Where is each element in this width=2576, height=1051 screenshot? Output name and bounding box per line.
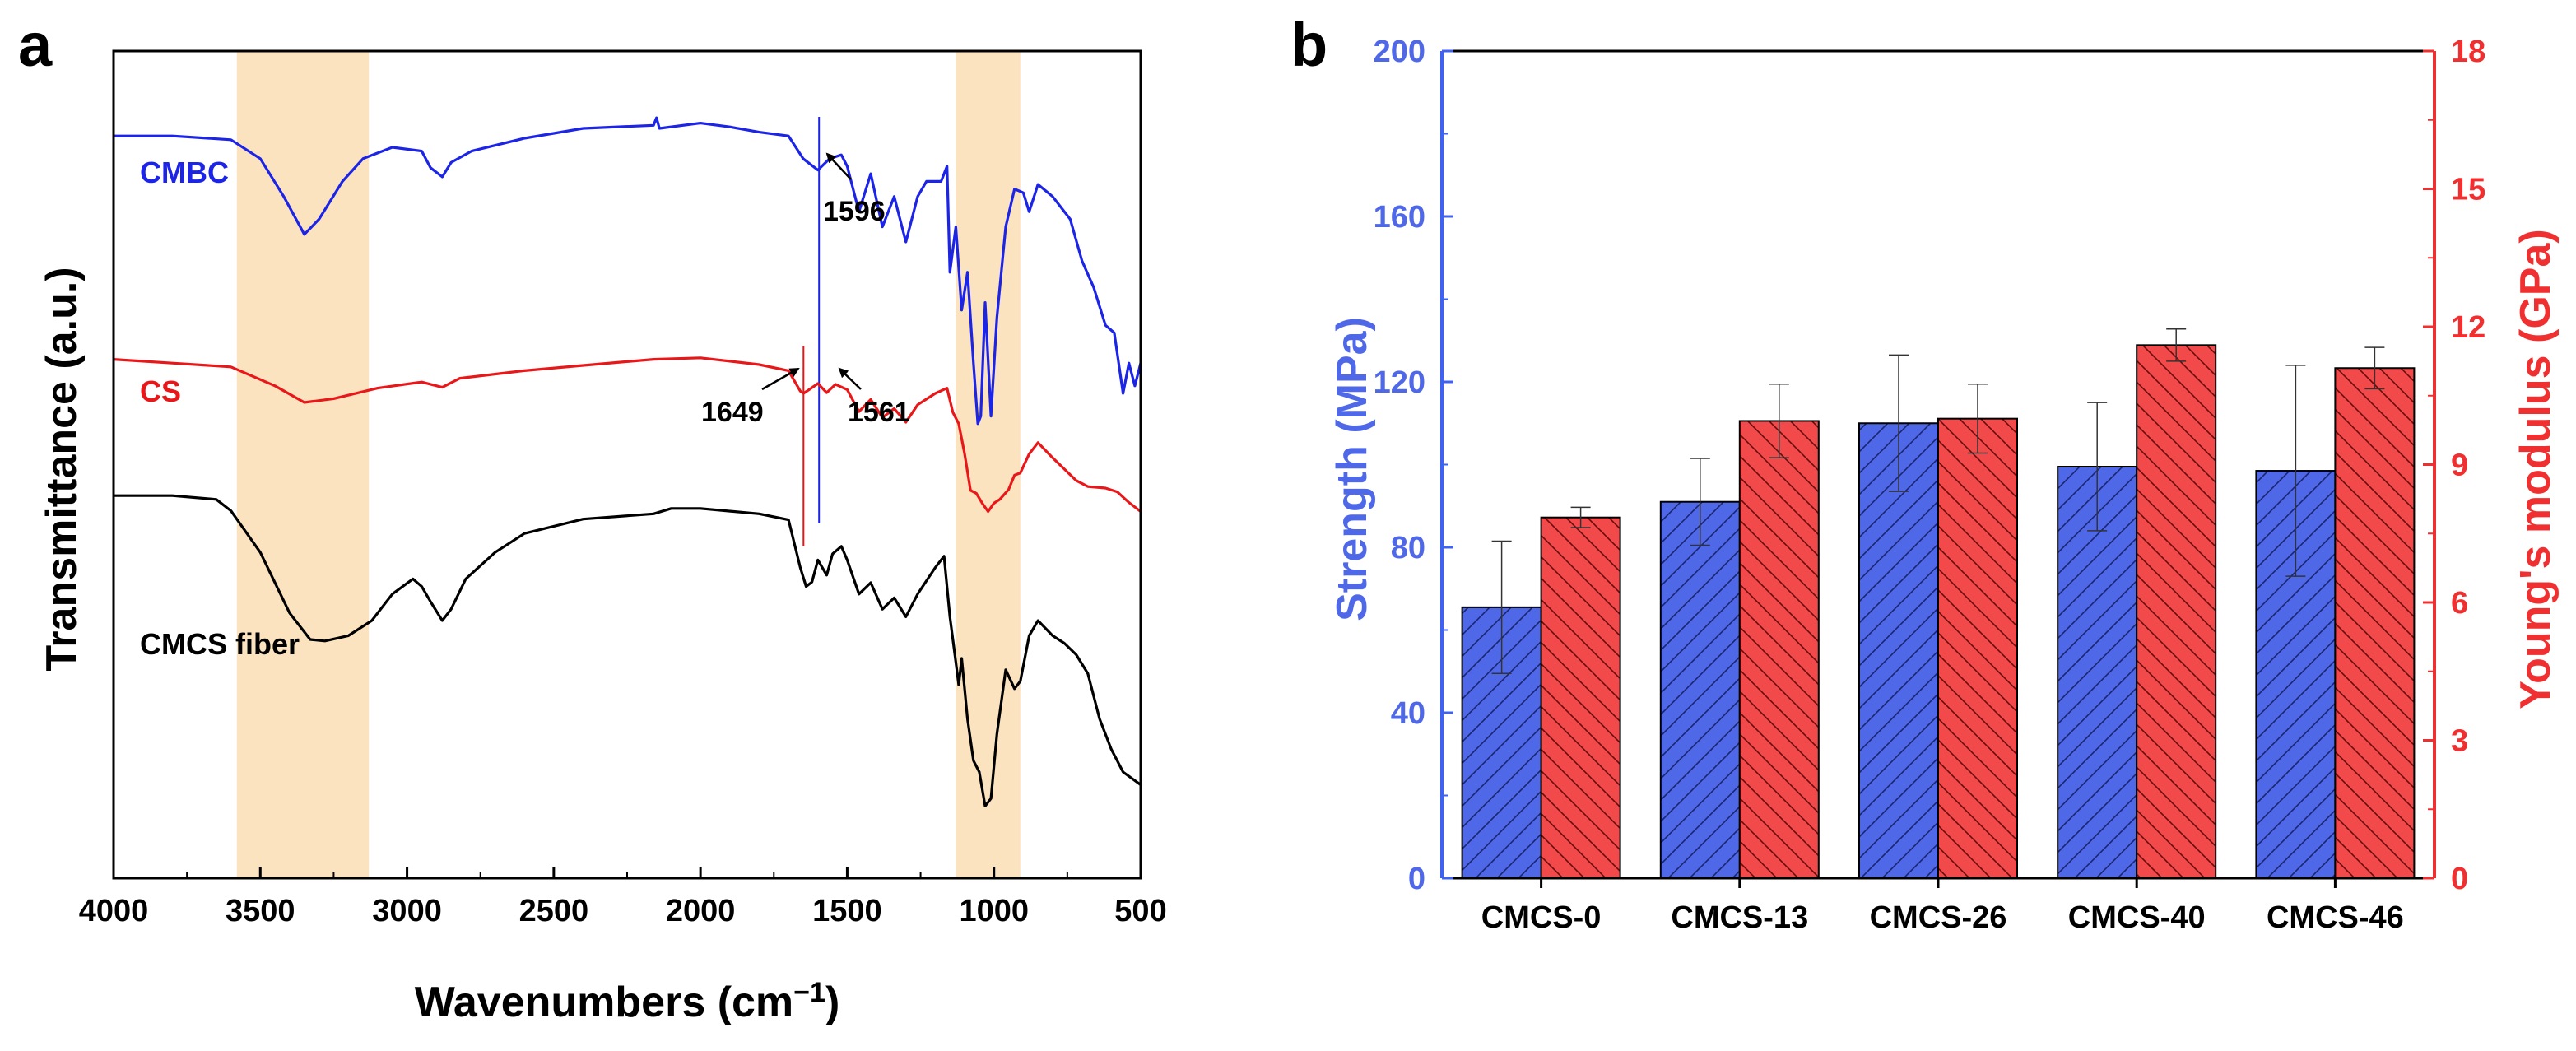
bar-modulus-cmcs-46 bbox=[2334, 367, 2416, 879]
category-label-cmcs-46: CMCS-46 bbox=[2267, 900, 2404, 935]
annotation-1596: 1596 bbox=[823, 196, 886, 227]
y-tick-label-left-200: 200 bbox=[1374, 35, 1425, 69]
y-axis-title-modulus: Young's modulus (GPa) bbox=[2512, 229, 2560, 709]
x-axis-title-close: ) bbox=[825, 979, 839, 1026]
axis-ticks: CMCS-0 CMCS-13 CMCS-26 CMCS-40 CMCS-46 0 40 80 1… bbox=[1374, 35, 2486, 935]
annotation-1649: 1649 bbox=[701, 397, 764, 428]
category-label-cmcs-26: CMCS-26 bbox=[1870, 900, 2007, 935]
series-label-cs: CS bbox=[140, 374, 181, 408]
x-tick-label-4000: 4000 bbox=[79, 894, 149, 928]
bar-strength-cmcs-13 bbox=[1659, 500, 1741, 879]
spectra-series bbox=[113, 116, 1142, 807]
x-ticks: 4000 3500 3000 2500 2000 1500 1000 500 bbox=[79, 867, 1167, 928]
arrow-1561 bbox=[838, 367, 862, 390]
category-label-cmcs-40: CMCS-40 bbox=[2068, 900, 2206, 935]
x-tick-label-2500: 2500 bbox=[519, 894, 589, 928]
panel-b-letter: b bbox=[1290, 11, 1328, 79]
y-tick-label-right-9: 9 bbox=[2451, 449, 2468, 483]
y-tick-label-right-3: 3 bbox=[2451, 724, 2468, 759]
series-cs bbox=[113, 356, 1142, 514]
bar-modulus-cmcs-26 bbox=[1937, 417, 2018, 879]
category-label-cmcs-13: CMCS-13 bbox=[1671, 900, 1808, 935]
bar-modulus-cmcs-0 bbox=[1540, 516, 1621, 879]
panel-a-letter: a bbox=[18, 11, 53, 79]
shaded-band-0 bbox=[236, 51, 370, 878]
series-cmcs-fiber bbox=[114, 494, 1142, 807]
error-bar-strength-cmcs-0 bbox=[1491, 540, 1512, 675]
error-bar-strength-cmcs-40 bbox=[2087, 402, 2108, 532]
bar-modulus-cmcs-13 bbox=[1738, 420, 1820, 880]
mechanical-bar-chart: CMCS-0 CMCS-13 CMCS-26 CMCS-40 CMCS-46 0 40 80 1… bbox=[1328, 35, 2560, 935]
y-tick-label-right-12: 12 bbox=[2451, 310, 2485, 345]
y-tick-label-right-18: 18 bbox=[2451, 35, 2485, 69]
bar-modulus-cmcs-40 bbox=[2136, 344, 2217, 880]
x-axis-title: Wavenumbers (cm−1) bbox=[415, 977, 840, 1026]
series-cmbc bbox=[114, 116, 1142, 426]
bar-strength-cmcs-26 bbox=[1858, 422, 1939, 879]
x-tick-label-3000: 3000 bbox=[372, 894, 442, 928]
category-label-cmcs-0: CMCS-0 bbox=[1481, 900, 1602, 935]
x-tick-label-500: 500 bbox=[1114, 894, 1166, 928]
error-bar-modulus-cmcs-26 bbox=[1968, 384, 1988, 454]
arrow-1596 bbox=[825, 152, 852, 180]
error-bar-strength-cmcs-46 bbox=[2285, 365, 2306, 577]
x-tick-label-2000: 2000 bbox=[666, 894, 736, 928]
y-axis-title-a: Transmittance (a.u.) bbox=[38, 267, 86, 671]
x-tick-label-1000: 1000 bbox=[959, 894, 1029, 928]
y-tick-label-left-160: 160 bbox=[1374, 200, 1425, 235]
bars bbox=[1461, 344, 2416, 880]
error-bars bbox=[1491, 328, 2385, 675]
y-tick-label-right-0: 0 bbox=[2451, 862, 2468, 896]
y-tick-label-left-80: 80 bbox=[1391, 531, 1425, 565]
arrow-1649 bbox=[761, 367, 800, 391]
y-axis-title-strength: Strength (MPa) bbox=[1328, 317, 1376, 621]
annotation-1561: 1561 bbox=[848, 397, 910, 428]
y-tick-label-right-6: 6 bbox=[2451, 586, 2468, 621]
error-bar-strength-cmcs-26 bbox=[1889, 354, 1909, 492]
error-bar-modulus-cmcs-0 bbox=[1570, 506, 1591, 528]
error-bar-modulus-cmcs-46 bbox=[2364, 346, 2385, 390]
x-axis-title-main: Wavenumbers (cm bbox=[415, 979, 793, 1026]
x-tick-label-1500: 1500 bbox=[812, 894, 882, 928]
series-label-cmbc: CMBC bbox=[140, 156, 229, 189]
y-tick-label-left-0: 0 bbox=[1408, 862, 1425, 896]
y-tick-label-left-120: 120 bbox=[1374, 365, 1425, 400]
error-bar-modulus-cmcs-40 bbox=[2166, 328, 2187, 362]
x-axis-title-sup: −1 bbox=[793, 977, 825, 1008]
ftir-spectra-chart: 4000 3500 3000 2500 2000 1500 1000 500 CMBC CS … bbox=[38, 49, 1167, 1026]
y-tick-label-right-15: 15 bbox=[2451, 173, 2485, 207]
error-bar-strength-cmcs-13 bbox=[1690, 458, 1710, 546]
shaded-bands bbox=[236, 51, 1021, 878]
y-tick-label-left-40: 40 bbox=[1391, 696, 1425, 731]
x-tick-label-3500: 3500 bbox=[226, 894, 295, 928]
marker-lines bbox=[802, 117, 821, 546]
error-bar-modulus-cmcs-13 bbox=[1769, 384, 1789, 458]
bar-strength-cmcs-40 bbox=[2057, 466, 2138, 879]
series-label-cmcs-fiber: CMCS fiber bbox=[140, 627, 300, 661]
